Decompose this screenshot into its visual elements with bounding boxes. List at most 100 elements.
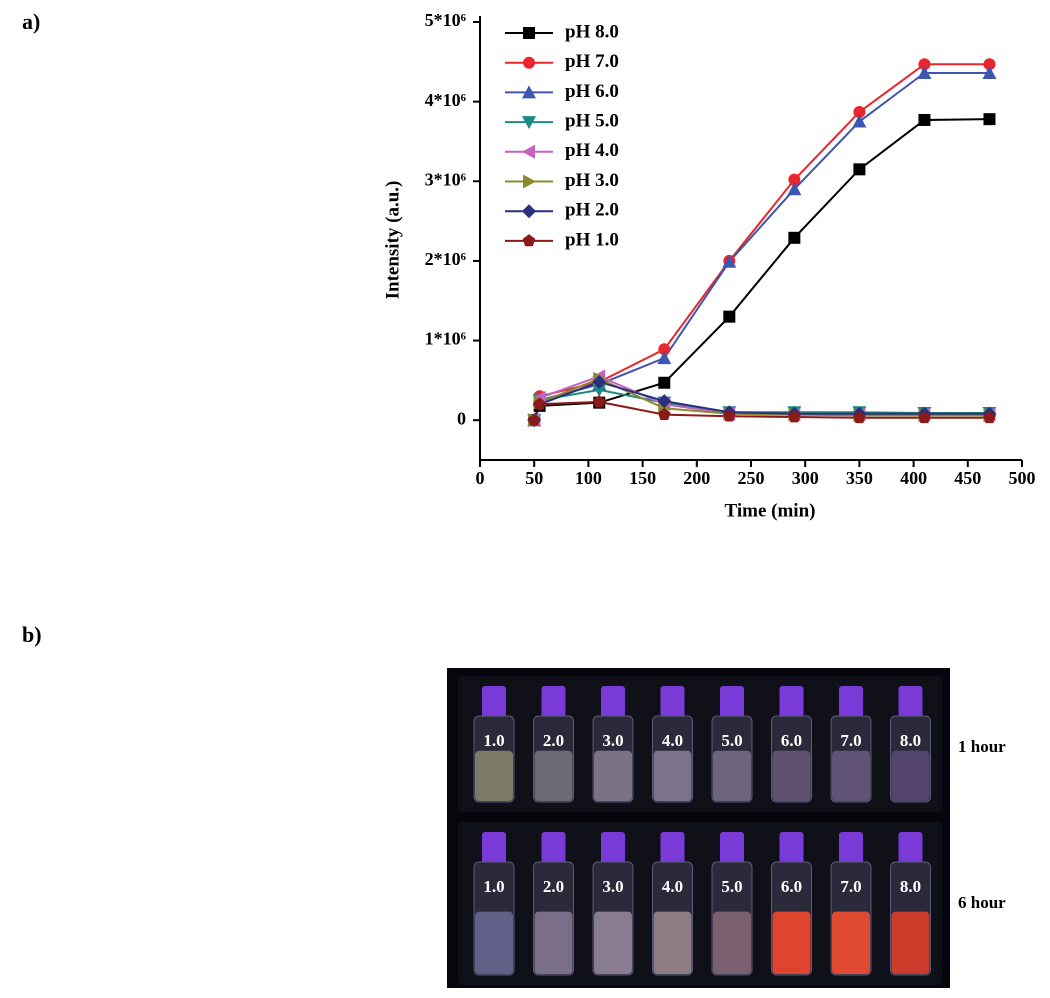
legend-label: pH 4.0 — [565, 140, 619, 161]
vial-cap — [779, 686, 804, 718]
marker — [723, 310, 736, 323]
x-tick-label: 500 — [1009, 468, 1036, 488]
x-tick-label: 0 — [476, 468, 485, 488]
vial-label: 4.0 — [662, 731, 683, 750]
panel-label: b) — [22, 622, 42, 647]
legend-marker — [522, 234, 536, 247]
marker — [592, 374, 607, 389]
marker — [983, 113, 996, 126]
marker — [983, 411, 996, 424]
marker — [657, 394, 672, 409]
vial-cap — [898, 686, 923, 718]
marker — [983, 58, 996, 71]
photo: 1.0 2.0 3.0 4.0 5.0 6.0 7.0 8.0 1 hour 1.0 2.0 3.0 4… — [458, 676, 1006, 985]
marker — [592, 395, 606, 408]
vial-cap — [898, 832, 923, 864]
vial-label: 6.0 — [781, 731, 802, 750]
marker — [527, 413, 541, 426]
y-tick-label: 4*10⁶ — [425, 90, 467, 110]
vial-cap — [482, 832, 506, 864]
vial-liquid — [772, 750, 811, 801]
marker — [722, 254, 737, 268]
vial-cap — [660, 832, 685, 864]
x-tick-label: 50 — [525, 468, 543, 488]
vial-label: 1.0 — [483, 877, 504, 896]
marker — [853, 411, 866, 424]
vial-liquid — [891, 911, 930, 974]
legend-label: pH 8.0 — [565, 21, 619, 42]
vial-liquid — [475, 750, 513, 801]
legend-marker — [522, 116, 536, 130]
vial-cap — [601, 686, 625, 718]
legend-marker — [523, 174, 536, 189]
marker — [788, 410, 801, 423]
photo-row — [458, 822, 942, 985]
vial-liquid — [534, 750, 573, 801]
vial-label: 7.0 — [840, 731, 861, 750]
y-tick-label: 3*10⁶ — [425, 169, 467, 189]
marker — [533, 397, 546, 410]
marker — [657, 351, 672, 365]
vial-label: 2.0 — [543, 877, 564, 896]
marker — [658, 343, 671, 356]
vial-label: 5.0 — [721, 731, 742, 750]
y-axis-label: Intensity (a.u.) — [382, 181, 403, 300]
vial-cap — [601, 832, 625, 864]
marker — [918, 58, 931, 71]
marker — [918, 113, 931, 126]
plot: 0 50 100 150 200 250 300 350 400 450 500 0 1*10⁶ 2*10… — [425, 10, 1036, 488]
legend-marker — [522, 85, 536, 99]
vial-liquid — [594, 750, 632, 801]
marker — [853, 105, 866, 118]
vial-label: 8.0 — [900, 731, 921, 750]
x-tick-label: 250 — [738, 468, 765, 488]
y-tick-label: 0 — [457, 408, 466, 428]
legend-marker — [523, 56, 535, 69]
marker — [853, 163, 866, 176]
vial-label: 2.0 — [543, 731, 564, 750]
legend-label: pH 3.0 — [565, 170, 619, 191]
x-tick-label: 450 — [954, 468, 981, 488]
marker — [787, 182, 802, 196]
vial-liquid — [594, 911, 632, 974]
legend-marker — [522, 204, 536, 219]
vial-label: 4.0 — [662, 877, 683, 896]
marker — [917, 65, 932, 79]
x-tick-label: 100 — [575, 468, 602, 488]
marker — [723, 409, 736, 422]
panel-label: a) — [22, 9, 40, 34]
marker — [788, 173, 801, 186]
vial-liquid — [772, 911, 811, 974]
vial-cap — [482, 686, 506, 718]
vial-cap — [660, 686, 685, 718]
x-axis-label: Time (min) — [725, 500, 816, 521]
vial-label: 6.0 — [781, 877, 802, 896]
marker — [658, 408, 671, 420]
vial-liquid — [832, 750, 870, 801]
vial-liquid — [534, 911, 573, 974]
vial-cap — [839, 686, 863, 718]
vial-label: 1.0 — [483, 731, 504, 750]
marker — [918, 411, 931, 424]
y-tick-label: 1*10⁶ — [425, 329, 467, 349]
marker — [982, 65, 997, 79]
photo-row — [458, 676, 942, 812]
marker — [658, 376, 671, 389]
marker — [592, 383, 607, 397]
x-tick-label: 150 — [629, 468, 656, 488]
vial-liquid — [713, 911, 751, 974]
y-tick-label: 5*10⁶ — [425, 10, 467, 30]
vial-label: 5.0 — [721, 877, 742, 896]
legend-label: pH 1.0 — [565, 229, 619, 250]
marker — [788, 231, 801, 244]
x-tick-label: 300 — [792, 468, 819, 488]
vial-cap — [839, 832, 863, 864]
y-tick-label: 2*10⁶ — [425, 249, 467, 269]
legend-marker — [523, 27, 535, 39]
row-label: 1 hour — [958, 737, 1006, 756]
vial-liquid — [891, 750, 930, 801]
vial-liquid — [653, 750, 692, 801]
legend-label: pH 6.0 — [565, 81, 619, 102]
vial-cap — [720, 686, 744, 718]
